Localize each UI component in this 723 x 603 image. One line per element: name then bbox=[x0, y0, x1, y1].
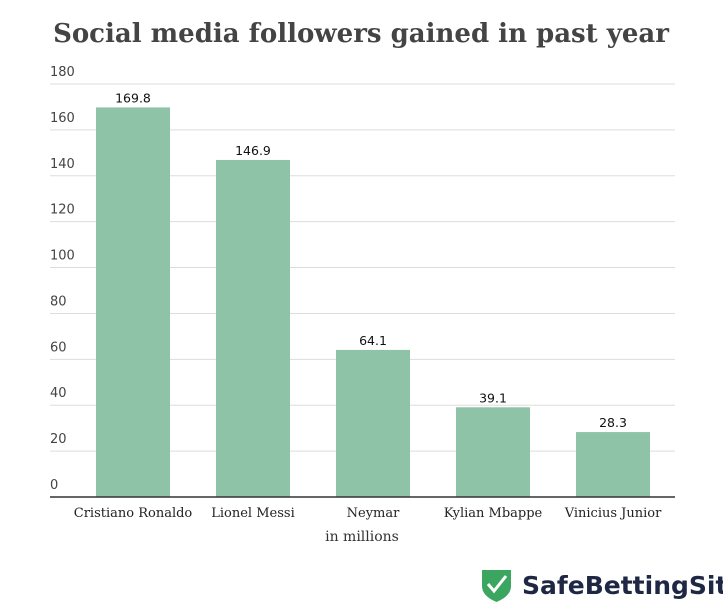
x-tick-label: Kylian Mbappe bbox=[444, 506, 543, 521]
x-tick-label: Vinicius Junior bbox=[564, 506, 662, 521]
x-axis-label: in millions bbox=[325, 529, 399, 545]
bar bbox=[456, 407, 530, 497]
y-tick-label: 0 bbox=[50, 478, 58, 493]
y-tick-label: 40 bbox=[50, 386, 67, 401]
bar bbox=[216, 159, 290, 497]
logo: SafeBettingSites bbox=[482, 570, 723, 602]
data-label: 28.3 bbox=[599, 415, 627, 430]
y-tick-label: 120 bbox=[50, 203, 75, 218]
y-tick-label: 80 bbox=[50, 294, 67, 309]
x-tick-label: Cristiano Ronaldo bbox=[74, 506, 193, 521]
x-tick-label: Lionel Messi bbox=[211, 506, 294, 521]
bar bbox=[96, 107, 170, 498]
data-label: 146.9 bbox=[235, 143, 271, 158]
data-label: 39.1 bbox=[479, 390, 507, 405]
y-tick-label: 20 bbox=[50, 432, 67, 447]
bar bbox=[576, 432, 650, 497]
y-tick-label: 100 bbox=[50, 249, 75, 264]
y-tick-label: 140 bbox=[50, 157, 75, 172]
chart-title: Social media followers gained in past ye… bbox=[53, 19, 669, 49]
y-tick-label: 160 bbox=[50, 111, 75, 126]
logo-text: SafeBettingSites bbox=[522, 571, 723, 600]
data-label: 64.1 bbox=[359, 333, 387, 348]
x-tick-label: Neymar bbox=[347, 506, 400, 521]
bar bbox=[336, 349, 410, 497]
data-label: 169.8 bbox=[115, 90, 151, 105]
y-tick-label: 60 bbox=[50, 340, 67, 355]
y-tick-label: 180 bbox=[50, 65, 75, 80]
